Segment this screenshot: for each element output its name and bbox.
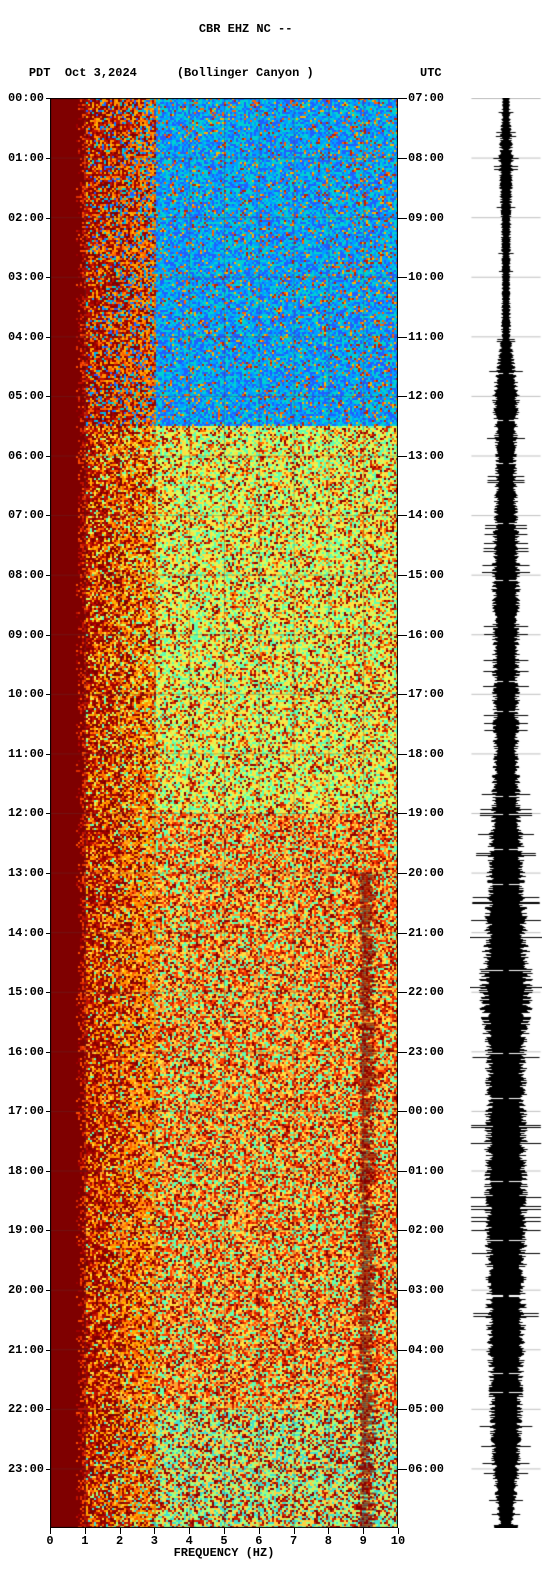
ytick-left: 23:00 — [0, 1462, 44, 1476]
ytick-right: 12:00 — [408, 389, 444, 403]
ytick-right: 04:00 — [408, 1343, 444, 1357]
ytick-left: 08:00 — [0, 568, 44, 582]
ytick-left: 01:00 — [0, 151, 44, 165]
station-code: CBR EHZ NC -- — [199, 22, 293, 36]
ytick-right: 05:00 — [408, 1402, 444, 1416]
ytick-right: 18:00 — [408, 747, 444, 761]
date-label: Oct 3,2024 — [65, 66, 137, 80]
ytick-right: 06:00 — [408, 1462, 444, 1476]
waveform — [470, 98, 542, 1528]
tz-right-label: UTC — [420, 66, 442, 80]
ytick-left: 11:00 — [0, 747, 44, 761]
ytick-left: 20:00 — [0, 1283, 44, 1297]
ytick-right: 14:00 — [408, 508, 444, 522]
ytick-right: 17:00 — [408, 687, 444, 701]
ytick-right: 23:00 — [408, 1045, 444, 1059]
ytick-right: 11:00 — [408, 330, 444, 344]
x-axis-label: FREQUENCY (HZ) — [50, 1546, 398, 1560]
ytick-right: 09:00 — [408, 211, 444, 225]
ytick-left: 09:00 — [0, 628, 44, 642]
ytick-left: 14:00 — [0, 926, 44, 940]
ytick-right: 10:00 — [408, 270, 444, 284]
ytick-right: 07:00 — [408, 91, 444, 105]
ytick-right: 03:00 — [408, 1283, 444, 1297]
ytick-left: 10:00 — [0, 687, 44, 701]
location-label: (Bollinger Canyon ) — [177, 66, 314, 80]
ytick-left: 03:00 — [0, 270, 44, 284]
ytick-right: 02:00 — [408, 1223, 444, 1237]
ytick-left: 13:00 — [0, 866, 44, 880]
ytick-left: 19:00 — [0, 1223, 44, 1237]
ytick-left: 18:00 — [0, 1164, 44, 1178]
ytick-left: 07:00 — [0, 508, 44, 522]
ytick-right: 19:00 — [408, 806, 444, 820]
ytick-left: 16:00 — [0, 1045, 44, 1059]
ytick-left: 05:00 — [0, 389, 44, 403]
ytick-left: 04:00 — [0, 330, 44, 344]
tz-left-label: PDT — [29, 66, 51, 80]
ytick-right: 08:00 — [408, 151, 444, 165]
ytick-right: 22:00 — [408, 985, 444, 999]
ytick-right: 16:00 — [408, 628, 444, 642]
ytick-right: 21:00 — [408, 926, 444, 940]
ytick-left: 00:00 — [0, 91, 44, 105]
ytick-left: 15:00 — [0, 985, 44, 999]
ytick-right: 01:00 — [408, 1164, 444, 1178]
ytick-left: 02:00 — [0, 211, 44, 225]
ytick-left: 21:00 — [0, 1343, 44, 1357]
ytick-right: 00:00 — [408, 1104, 444, 1118]
ytick-left: 12:00 — [0, 806, 44, 820]
spectrogram — [50, 98, 398, 1528]
ytick-right: 13:00 — [408, 449, 444, 463]
ytick-right: 20:00 — [408, 866, 444, 880]
ytick-right: 15:00 — [408, 568, 444, 582]
ytick-left: 06:00 — [0, 449, 44, 463]
plot-header: CBR EHZ NC -- PDT Oct 3,2024 (Bollinger C… — [0, 0, 552, 98]
ytick-left: 22:00 — [0, 1402, 44, 1416]
ytick-left: 17:00 — [0, 1104, 44, 1118]
plot-area: 00:00 01:00 02:00 03:00 04:00 05:00 06:00 07:00… — [0, 98, 552, 1588]
